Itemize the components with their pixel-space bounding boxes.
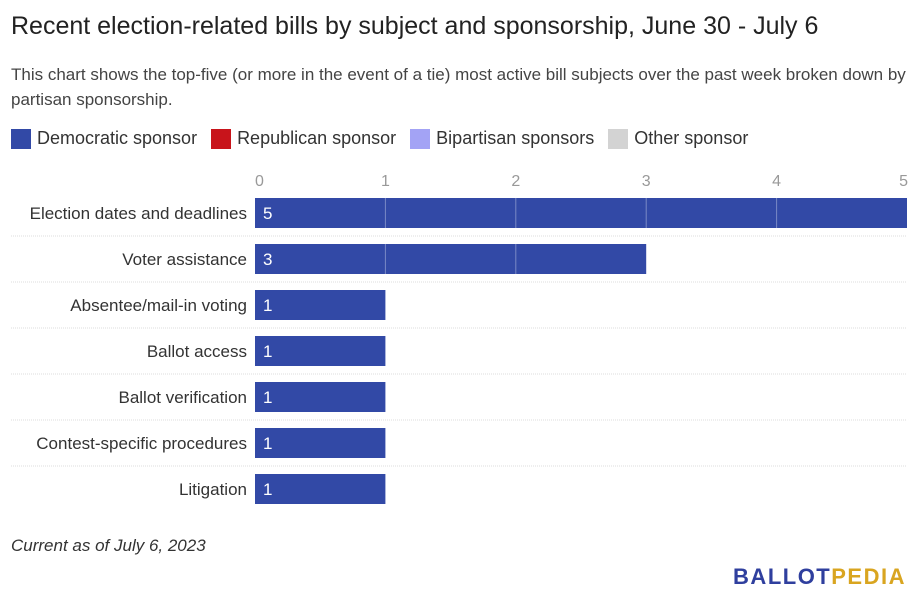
category-label: Contest-specific procedures: [36, 434, 247, 453]
x-tick-label: 3: [642, 173, 651, 190]
legend-label-democratic: Democratic sponsor: [37, 128, 198, 148]
legend-swatch-republican: [211, 128, 232, 149]
current-as-of-note: Current as of July 6, 2023: [11, 536, 206, 555]
bar: [255, 428, 386, 458]
category-label: Voter assistance: [122, 250, 247, 269]
category-label: Litigation: [179, 480, 247, 499]
legend: Democratic sponsor Republican sponsor Bi…: [11, 128, 762, 149]
legend-item-democratic: Democratic sponsor: [11, 128, 197, 149]
x-tick-label: 0: [255, 173, 264, 190]
category-label: Ballot verification: [118, 388, 247, 407]
x-tick-label: 2: [511, 173, 520, 190]
legend-label-bipartisan: Bipartisan sponsors: [436, 128, 595, 148]
logo-part-ballot: BALLOT: [733, 564, 832, 589]
category-label: Ballot access: [147, 342, 247, 361]
legend-item-other: Other sponsor: [608, 128, 748, 149]
bar: [255, 244, 647, 274]
bar-value-label: 1: [263, 296, 272, 315]
bar-value-label: 1: [263, 480, 272, 499]
bar-value-label: 1: [263, 388, 272, 407]
x-tick-label: 1: [381, 173, 390, 190]
legend-swatch-democratic: [11, 128, 31, 149]
bar-value-label: 1: [263, 434, 272, 453]
category-label: Election dates and deadlines: [30, 204, 247, 223]
x-tick-label: 4: [772, 173, 781, 190]
bar-value-label: 3: [263, 250, 272, 269]
legend-label-other: Other sponsor: [634, 128, 749, 148]
logo-part-pedia: PEDIA: [831, 564, 906, 589]
chart-title: Recent election-related bills by subject…: [11, 12, 819, 40]
bar: [255, 198, 907, 228]
bar-chart: 0 1 2 3 4 5 Election dates and deadlines 5 Voter…: [11, 173, 908, 504]
bar: [255, 382, 386, 412]
x-tick-label: 5: [899, 173, 908, 190]
bar-value-label: 5: [263, 204, 272, 223]
legend-item-republican: Republican sponsor: [211, 128, 396, 149]
chart-subtitle: This chart shows the top-five (or more i…: [11, 65, 906, 109]
category-label: Absentee/mail-in voting: [70, 296, 247, 315]
legend-swatch-bipartisan: [410, 128, 431, 149]
legend-label-republican: Republican sponsor: [237, 128, 397, 148]
legend-item-bipartisan: Bipartisan sponsors: [410, 128, 594, 149]
bar: [255, 290, 386, 320]
bar-value-label: 1: [263, 342, 272, 361]
ballotpedia-logo: BALLOTPEDIA: [733, 564, 906, 590]
bar: [255, 336, 386, 366]
legend-swatch-other: [608, 128, 629, 149]
bar: [255, 474, 386, 504]
